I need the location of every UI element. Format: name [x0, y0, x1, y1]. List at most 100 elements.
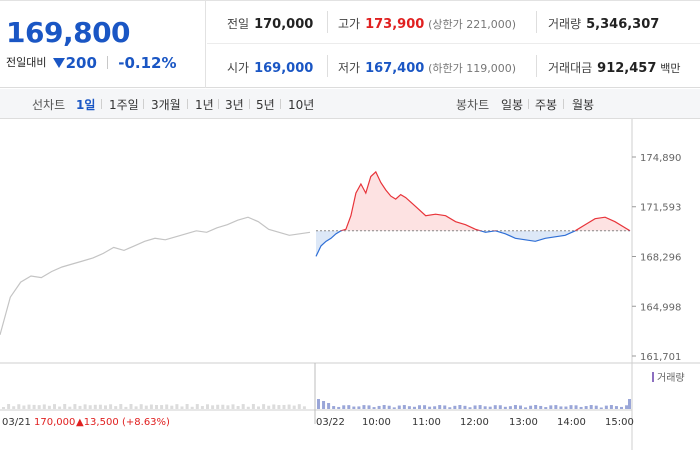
- volume-bar: [7, 404, 11, 409]
- volume-bar: [170, 405, 174, 409]
- tab-3year[interactable]: 3년: [225, 98, 244, 112]
- volume-bar: [367, 405, 371, 409]
- volume-bar: [47, 405, 51, 409]
- price-chart[interactable]: 174,890 171,593 168,296 164,998 161,701 거래량 03…: [0, 119, 700, 450]
- volume-bar: [579, 406, 583, 409]
- x-tick-label: 14:00: [557, 417, 586, 428]
- tab-daily-candle[interactable]: 일봉: [501, 98, 524, 112]
- volume-bar: [392, 407, 396, 409]
- gain-area: [316, 171, 630, 231]
- volume-bar: [488, 406, 492, 409]
- volume-bar: [236, 406, 240, 409]
- volume-bar: [160, 405, 164, 409]
- volume-bar: [63, 404, 67, 409]
- volume-bar: [53, 404, 56, 409]
- tab-10year[interactable]: 10년: [288, 98, 315, 112]
- volume-bar: [508, 406, 512, 409]
- volume-bar: [216, 404, 220, 409]
- volume-bar: [231, 404, 235, 409]
- volume-bar: [438, 405, 442, 409]
- tab-5year[interactable]: 5년: [256, 98, 275, 112]
- volume-bar: [529, 405, 533, 409]
- volume-bar: [98, 404, 102, 409]
- prev-day-date: 03/21: [2, 417, 31, 428]
- tab-1year[interactable]: 1년: [195, 98, 214, 112]
- current-day-line-down: [315, 230, 630, 257]
- volume-label: 거래량: [548, 17, 582, 31]
- tab-1day[interactable]: 1일: [76, 98, 96, 112]
- divider: [101, 99, 102, 109]
- tab-weekly-candle[interactable]: 주봉: [535, 98, 558, 112]
- volume-value: 5,346,307: [586, 17, 660, 32]
- tab-3month[interactable]: 3개월: [151, 98, 181, 112]
- y-tick-label: 171,593: [640, 203, 681, 214]
- volume-bar: [443, 405, 447, 409]
- volume-bar: [614, 406, 618, 409]
- stats-row: 전일 170,000 고가 173,900 (상한가 221,000) 거래량 5,3…: [207, 1, 700, 44]
- volume-bar: [68, 406, 72, 409]
- prev-day-close: 170,000: [34, 417, 75, 428]
- volume-bar: [337, 406, 341, 409]
- divider: [327, 55, 328, 77]
- volume-bar: [129, 404, 133, 409]
- period-tabs: 선차트 1일 1주일 3개월 1년 3년 5년 10년 봉차트 일봉 주봉 월봉: [0, 89, 700, 119]
- volume-bar: [468, 407, 472, 409]
- turnover-stat: 거래대금 912,457 백만: [548, 45, 680, 88]
- volume-bar: [241, 404, 245, 409]
- open-label: 시가: [227, 61, 250, 75]
- volume-bar: [322, 401, 326, 409]
- price-box: 169,800 전일대비 200 -0.12%: [0, 1, 206, 88]
- turnover-unit: 백만: [660, 62, 681, 75]
- change-row: 전일대비 200 -0.12%: [6, 54, 176, 72]
- volume-bar: [372, 407, 376, 409]
- volume-bar: [357, 406, 361, 409]
- y-tick-label: 168,296: [640, 252, 681, 263]
- prev-close-value: 170,000: [254, 17, 314, 32]
- volume-bar: [211, 405, 215, 409]
- volume-bar: [599, 407, 603, 409]
- prev-close-stat: 전일 170,000: [227, 1, 313, 44]
- turnover-value: 912,457: [597, 61, 657, 76]
- divider: [327, 11, 328, 33]
- low-label: 저가: [338, 61, 361, 75]
- volume-bar: [200, 406, 204, 409]
- volume-bar: [251, 404, 255, 409]
- divider: [107, 56, 109, 69]
- divider: [563, 99, 564, 109]
- volume-bar: [221, 404, 225, 409]
- volume-bar: [88, 405, 92, 409]
- volume-bar: [564, 406, 568, 409]
- change-label: 전일대비: [6, 56, 47, 69]
- lower-limit-value: (하한가 119,000): [428, 62, 517, 75]
- tab-monthly-candle[interactable]: 월봉: [572, 98, 595, 112]
- volume-bar: [412, 406, 416, 409]
- volume-bar: [282, 404, 286, 409]
- prev-day-change: ▲13,500: [76, 417, 119, 428]
- volume-bar: [342, 405, 346, 409]
- volume-bar: [397, 405, 401, 409]
- volume-bar: [2, 407, 5, 409]
- prev-day-change-pct: (+8.63%): [122, 417, 170, 428]
- volume-bar: [483, 406, 487, 409]
- divider: [536, 55, 537, 77]
- divider: [249, 99, 250, 109]
- high-value: 173,900: [365, 17, 425, 32]
- volume-bar: [109, 404, 113, 409]
- volume-bar: [519, 405, 522, 409]
- volume-stat: 거래량 5,346,307: [548, 1, 659, 44]
- volume-bar: [594, 405, 598, 409]
- upper-limit-value: (상한가 221,000): [428, 18, 517, 31]
- tab-1week[interactable]: 1주일: [109, 98, 139, 112]
- volume-bar: [58, 406, 62, 409]
- volume-bar: [277, 405, 281, 409]
- volume-bar: [402, 405, 406, 409]
- volume-bar: [83, 404, 87, 409]
- volume-bar: [175, 404, 179, 409]
- volume-bar: [12, 406, 16, 409]
- volume-legend-swatch: [652, 372, 654, 382]
- price-stats: 전일 170,000 고가 173,900 (상한가 221,000) 거래량 5,3…: [207, 1, 700, 88]
- volume-bar: [584, 406, 588, 409]
- loss-area: [316, 230, 576, 257]
- volume-bar: [620, 406, 623, 409]
- turnover-label: 거래대금: [548, 61, 593, 75]
